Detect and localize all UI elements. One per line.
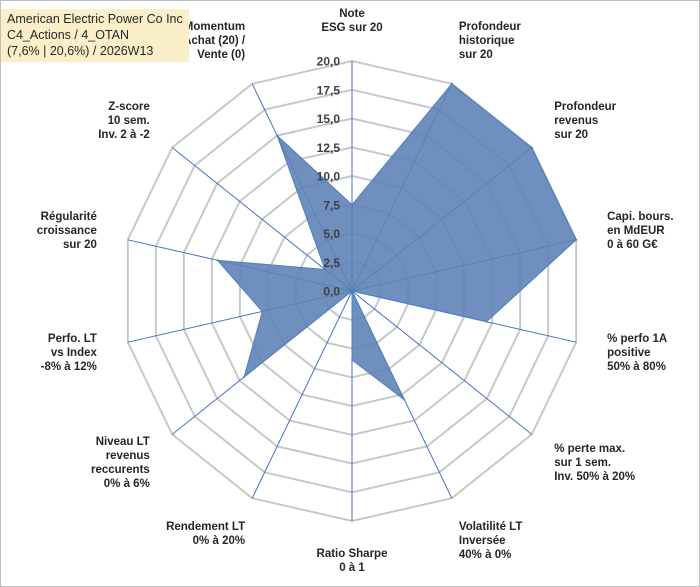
data-point-2	[530, 146, 533, 149]
spoke-8	[251, 290, 353, 499]
axis-label-13: Momentum Achat (20) / Vente (0)	[183, 21, 246, 61]
radar-tick-labels: 0,0 2,5 5,0 7,5 10,0 12,5 15,0 17,5 20,0	[317, 55, 341, 299]
data-point-3	[575, 238, 578, 241]
series-area	[216, 83, 577, 401]
chart-period: (7,6% | 20,6%) / 2026W13	[7, 44, 154, 58]
tick-label-3: 7,5	[323, 198, 340, 212]
axis-label-3: Capi. bours. en MdEUR 0 à 60 G€	[607, 211, 673, 251]
data-point-13	[276, 134, 279, 137]
chart-title-box: American Electric Power Co Inc C4_Action…	[1, 9, 189, 62]
axis-label-1: Profondeur historique sur 20	[459, 21, 521, 61]
spoke-5	[351, 290, 533, 435]
axis-label-11: Régularité croissance sur 20	[37, 211, 97, 251]
axis-label-0: Note ESG sur 20	[321, 8, 382, 34]
data-point-1	[450, 82, 453, 85]
data-point-7	[351, 359, 353, 361]
data-point-9	[243, 376, 246, 378]
chart-subtitle: C4_Actions / 4_OTAN	[7, 28, 130, 42]
data-point-4	[485, 320, 488, 323]
chart-title: American Electric Power Co Inc	[7, 12, 183, 26]
data-point-12	[324, 268, 326, 271]
axis-label-10: Perfo. LT vs Index -8% à 12%	[41, 333, 98, 373]
axis-label-12: Z-score 10 sem. Inv. 2 à -2	[98, 101, 150, 141]
data-point-11	[216, 259, 219, 262]
tick-label-2: 5,0	[323, 227, 340, 241]
data-point-6	[403, 398, 406, 401]
spoke-12	[171, 147, 353, 292]
axis-label-4: % perfo 1A positive 50% à 80%	[607, 333, 667, 373]
tick-label-6: 15,0	[317, 112, 341, 126]
tick-label-8: 20,0	[317, 55, 341, 69]
axis-label-5: % perte max. sur 1 sem. Inv. 50% à 20%	[554, 443, 635, 483]
axis-label-8: Rendement LT 0% à 20%	[166, 521, 245, 547]
data-point-0	[351, 203, 353, 206]
axis-label-7: Ratio Sharpe 0 à 1	[317, 548, 388, 574]
axis-label-9: Niveau LT revenus reccurents 0% à 6%	[91, 436, 150, 490]
tick-label-4: 10,0	[317, 170, 341, 184]
axis-label-6: Volatilité LT Inversée 40% à 0%	[459, 521, 522, 561]
tick-label-5: 12,5	[317, 141, 341, 155]
tick-label-7: 17,5	[317, 83, 341, 97]
data-point-8	[351, 290, 353, 292]
radar-series	[216, 82, 578, 401]
radar-axis-labels: Note ESG sur 20 Profondeur historique sur 20…	[37, 8, 674, 574]
data-point-10	[261, 310, 264, 313]
tick-label-1: 2,5	[323, 256, 340, 270]
axis-label-2: Profondeur revenus sur 20	[554, 101, 616, 141]
tick-label-0: 0,0	[323, 285, 340, 299]
